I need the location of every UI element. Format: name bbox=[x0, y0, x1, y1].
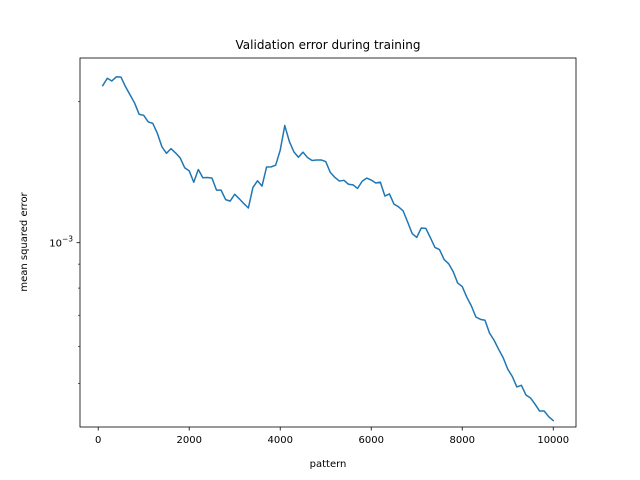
x-tick-label: 0 bbox=[95, 435, 101, 446]
chart-title: Validation error during training bbox=[236, 38, 421, 52]
x-tick-label: 4000 bbox=[267, 435, 292, 446]
series-line-0 bbox=[101, 76, 555, 422]
y-axis-ticks: 10−3 bbox=[49, 101, 80, 384]
x-tick-label: 10000 bbox=[537, 435, 569, 446]
x-axis-label: pattern bbox=[310, 459, 347, 470]
x-axis-ticks: 0 2000 4000 6000 8000 10000 bbox=[95, 427, 569, 446]
plot-area bbox=[80, 58, 576, 427]
y-major-tick-label: 10−3 bbox=[49, 235, 73, 250]
x-tick-label: 8000 bbox=[450, 435, 475, 446]
x-tick-label: 2000 bbox=[176, 435, 201, 446]
x-tick-label: 6000 bbox=[359, 435, 384, 446]
y-axis-label: mean squared error bbox=[19, 191, 30, 291]
series-layer bbox=[101, 76, 555, 422]
